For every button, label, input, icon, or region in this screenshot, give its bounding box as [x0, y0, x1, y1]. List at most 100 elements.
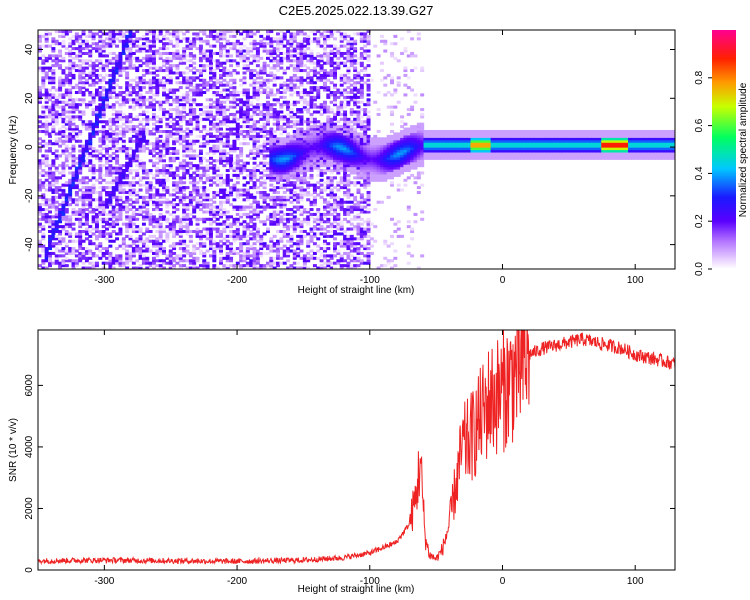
heatmap-cell — [138, 147, 143, 151]
heatmap-cell — [296, 193, 301, 197]
heatmap-cell — [219, 132, 223, 136]
heatmap-cell — [208, 244, 213, 248]
heatmap-cell — [292, 69, 297, 73]
heatmap-cell — [282, 100, 287, 104]
heatmap-cell — [296, 110, 301, 114]
heatmap-cell — [208, 51, 213, 55]
heatmap-cell — [125, 161, 130, 165]
heatmap-cell — [319, 56, 324, 60]
heatmap-cell — [208, 203, 213, 207]
heatmap-cell — [232, 34, 237, 38]
heatmap-cell — [326, 86, 331, 90]
heatmap-cell — [121, 47, 126, 51]
heatmap-cell — [175, 149, 180, 153]
heatmap-cell — [175, 173, 180, 177]
heatmap-cell — [165, 254, 170, 258]
heatmap-cell — [145, 183, 150, 187]
heatmap-cell — [145, 244, 150, 248]
heatmap-cell — [232, 147, 237, 151]
heatmap-cell — [101, 64, 106, 68]
heatmap-cell — [165, 100, 170, 104]
heatmap-cell — [326, 71, 331, 75]
heatmap-cell — [299, 234, 304, 238]
heatmap-cell — [242, 205, 247, 209]
heatmap-cell — [111, 144, 116, 148]
heatmap-cell — [151, 98, 156, 102]
heatmap-cell — [175, 229, 180, 234]
heatmap-cell — [151, 244, 156, 248]
heatmap-cell — [279, 103, 284, 107]
heatmap-cell — [269, 137, 274, 141]
heatmap-cell — [286, 117, 291, 121]
heatmap-cell — [222, 47, 227, 51]
heatmap-cell — [292, 225, 297, 229]
heatmap-cell — [151, 176, 156, 180]
heatmap-cell — [54, 249, 59, 253]
heatmap-cell — [245, 254, 250, 258]
heatmap-cell — [151, 78, 156, 82]
heatmap-cell — [232, 173, 237, 177]
heatmap-cell — [306, 244, 311, 248]
heatmap-cell — [74, 171, 79, 175]
heatmap-cell — [118, 30, 123, 34]
heatmap-cell — [155, 188, 160, 192]
heatmap-cell — [239, 98, 244, 102]
heatmap-cell — [289, 161, 294, 165]
heatmap-cell — [208, 212, 213, 216]
heatmap-cell — [262, 42, 267, 46]
heatmap-cell — [309, 254, 314, 258]
heatmap-cell — [192, 88, 197, 92]
heatmap-cell — [195, 247, 200, 251]
heatmap-cell — [225, 95, 230, 99]
heatmap-cell — [208, 149, 213, 153]
heatmap-cell — [235, 232, 240, 236]
heatmap-cell — [212, 71, 217, 75]
heatmap-cell — [276, 37, 280, 41]
heatmap-cell — [68, 103, 73, 107]
heatmap-cell — [265, 205, 270, 209]
heatmap-cell — [115, 30, 120, 34]
heatmap-cell — [212, 125, 217, 129]
heatmap-cell — [276, 203, 280, 207]
heatmap-cell — [68, 71, 73, 75]
heatmap-cell — [245, 98, 250, 102]
heatmap-cell — [64, 242, 69, 246]
heatmap-cell — [316, 256, 321, 260]
heatmap-cell — [138, 129, 143, 134]
heatmap-cell — [299, 95, 304, 99]
heatmap-cell — [262, 164, 267, 168]
heatmap-cell — [232, 127, 237, 131]
heatmap-cell — [162, 227, 166, 231]
heatmap-cell — [84, 81, 89, 85]
heatmap-cell — [312, 81, 317, 85]
heatmap-cell — [155, 34, 160, 38]
heatmap-cell — [286, 159, 291, 163]
heatmap-cell — [276, 156, 280, 160]
heatmap-cell — [138, 210, 143, 214]
heatmap-cell — [322, 69, 327, 73]
heatmap-cell — [225, 183, 230, 187]
heatmap-cell — [292, 139, 297, 143]
heatmap-cell — [105, 103, 109, 107]
heatmap-cell — [289, 86, 294, 90]
heatmap-cell — [265, 86, 270, 90]
heatmap-cell — [192, 190, 197, 194]
heatmap-cell — [58, 229, 63, 234]
heatmap-cell — [54, 227, 59, 231]
heatmap-cell — [162, 59, 166, 63]
heatmap-cell — [61, 112, 66, 116]
heatmap-cell — [68, 93, 73, 97]
heatmap-cell — [292, 134, 297, 138]
heatmap-cell — [282, 178, 287, 182]
heatmap-cell — [131, 39, 136, 43]
heatmap-cell — [58, 225, 63, 229]
heatmap-cell — [165, 139, 170, 143]
heatmap-cell — [58, 34, 63, 38]
heatmap-cell — [68, 232, 73, 236]
heatmap-cell — [296, 51, 301, 55]
heatmap-cell — [245, 142, 250, 146]
heatmap-cell — [322, 142, 327, 146]
heatmap-cell — [208, 83, 213, 87]
heatmap-cell — [262, 169, 267, 173]
heatmap-cell — [41, 76, 46, 80]
